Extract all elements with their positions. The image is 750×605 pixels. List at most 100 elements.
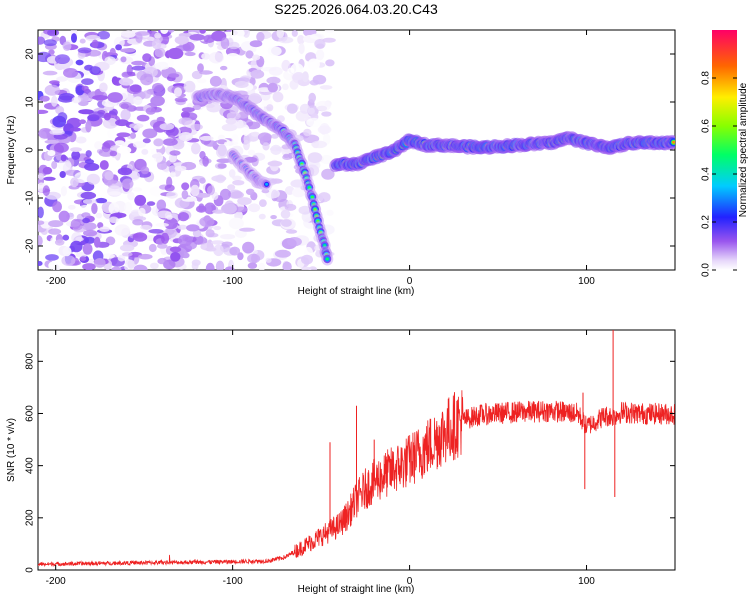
noise-blob	[62, 246, 72, 257]
noise-blob	[168, 154, 177, 163]
noise-blob	[151, 153, 162, 159]
noise-blob	[38, 109, 49, 114]
noise-blob	[242, 124, 250, 136]
noise-blob	[192, 104, 201, 110]
noise-blob	[142, 128, 158, 139]
noise-blob	[162, 138, 178, 146]
noise-blob	[169, 171, 176, 178]
noise-blob	[148, 229, 164, 234]
noise-blob	[226, 53, 240, 60]
noise-blob	[116, 132, 131, 138]
noise-blob	[248, 93, 262, 105]
noise-blob	[124, 201, 133, 214]
noise-blob	[38, 36, 46, 45]
noise-blob	[54, 239, 65, 246]
noise-blob	[213, 225, 222, 231]
noise-blob	[142, 53, 152, 62]
noise-blob	[197, 63, 204, 73]
noise-blob	[166, 214, 173, 220]
noise-blob	[326, 209, 334, 216]
noise-blob	[84, 159, 95, 165]
noise-blob	[282, 154, 292, 160]
noise-blob	[258, 213, 266, 220]
noise-blob	[59, 171, 66, 178]
snr-plot-area	[38, 330, 675, 568]
noise-blob	[120, 103, 129, 110]
noise-blob	[57, 112, 68, 123]
spectrogram-x-tick-label: -200	[46, 276, 66, 287]
noise-blob	[266, 76, 281, 85]
noise-blob	[321, 168, 335, 180]
noise-blob	[109, 108, 118, 117]
noise-blob	[136, 114, 150, 122]
noise-blob	[315, 100, 331, 112]
noise-blob	[169, 246, 182, 253]
noise-blob	[230, 30, 245, 39]
noise-blob	[257, 132, 272, 142]
noise-blob	[118, 78, 134, 86]
noise-blob	[315, 49, 325, 61]
snr-y-label: SNR (10 * v/v)	[6, 418, 17, 482]
noise-blob	[285, 229, 298, 234]
spectrogram-noise	[38, 30, 336, 270]
noise-blob	[180, 111, 190, 119]
noise-blob	[243, 134, 252, 144]
noise-blob	[229, 106, 239, 114]
noise-blob	[217, 163, 227, 169]
noise-blob	[107, 128, 117, 139]
noise-blob	[38, 220, 45, 225]
spectrogram-x-tick-label: 100	[578, 276, 595, 287]
noise-blob	[56, 76, 68, 82]
noise-blob	[232, 180, 245, 186]
noise-blob	[44, 84, 60, 96]
noise-blob	[133, 96, 143, 105]
noise-blob	[82, 263, 96, 270]
noise-blob	[38, 127, 53, 139]
noise-blob	[95, 197, 108, 204]
noise-blob	[62, 41, 72, 51]
noise-blob	[140, 73, 154, 86]
noise-blob	[145, 107, 156, 115]
noise-blob	[108, 216, 119, 224]
noise-blob	[39, 95, 50, 102]
noise-blob	[107, 92, 123, 103]
noise-blob	[267, 46, 282, 56]
noise-blob	[99, 82, 108, 93]
noise-blob	[93, 236, 101, 248]
noise-blob	[191, 259, 201, 266]
noise-blob	[160, 30, 169, 34]
noise-blob	[157, 257, 168, 265]
noise-blob	[104, 171, 114, 181]
noise-blob	[276, 30, 285, 39]
noise-blob	[258, 262, 266, 270]
noise-blob	[121, 178, 134, 190]
noise-blob	[245, 50, 254, 59]
noise-blob	[249, 40, 263, 48]
noise-blob	[119, 244, 135, 252]
noise-blob	[121, 30, 137, 38]
noise-blob	[98, 148, 114, 157]
noise-blob	[120, 56, 127, 63]
noise-blob	[43, 176, 56, 181]
noise-blob	[38, 235, 43, 247]
noise-blob	[280, 219, 292, 227]
noise-blob	[250, 47, 257, 52]
noise-blob	[89, 66, 101, 75]
noise-blob	[43, 39, 57, 47]
noise-blob	[79, 204, 94, 210]
noise-blob	[61, 255, 76, 266]
noise-blob	[70, 218, 81, 230]
colorbar-tick-label: 0.8	[701, 71, 712, 85]
snr-y-tick-label: 0	[25, 567, 36, 573]
colorbar-ticks: 0.0 0.2 0.4 0.6 0.8	[701, 71, 737, 277]
noise-blob	[212, 209, 225, 214]
noise-blob	[101, 253, 115, 259]
noise-blob	[85, 34, 101, 42]
noise-blob	[301, 266, 312, 270]
noise-blob	[184, 51, 196, 57]
noise-blob	[216, 158, 232, 163]
noise-blob	[49, 80, 60, 85]
noise-blob	[48, 49, 55, 55]
noise-blob	[242, 241, 255, 254]
noise-blob	[82, 243, 93, 255]
